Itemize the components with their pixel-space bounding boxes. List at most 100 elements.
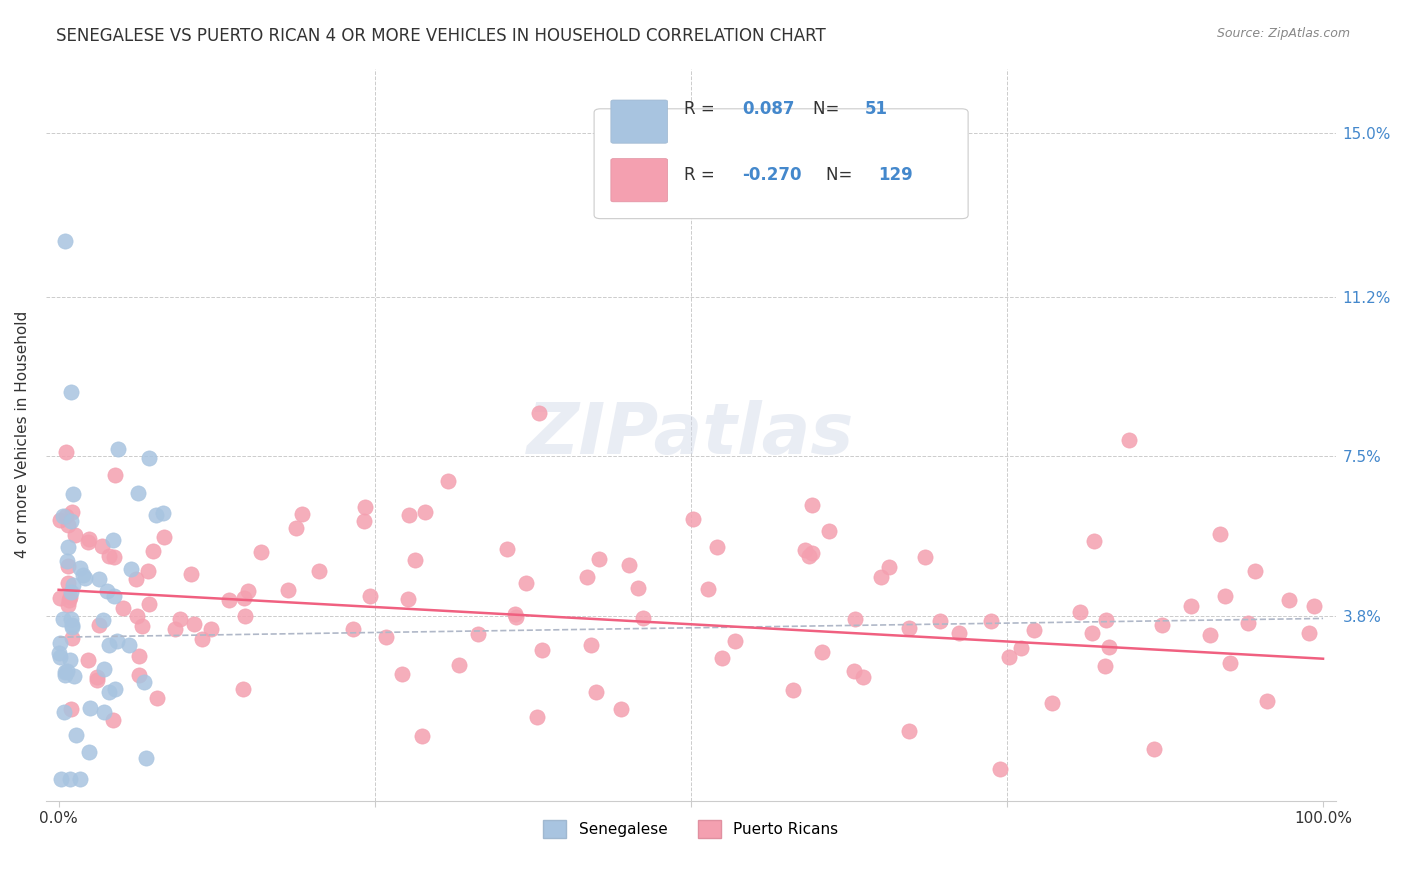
- Point: [1256, 694, 1278, 708]
- Point: [526, 710, 548, 724]
- Point: [87, 618, 110, 632]
- Point: [285, 521, 308, 535]
- Point: [97, 549, 120, 563]
- Point: [1278, 593, 1301, 607]
- Text: -0.270: -0.270: [742, 166, 801, 184]
- Point: [60, 384, 83, 399]
- Point: [359, 590, 381, 604]
- Point: [842, 664, 865, 678]
- Point: [103, 589, 125, 603]
- Text: 129: 129: [877, 166, 912, 184]
- Legend: Senegalese, Puerto Ricans: Senegalese, Puerto Ricans: [537, 814, 844, 845]
- Point: [62, 669, 84, 683]
- Point: [980, 614, 1002, 628]
- Point: [218, 593, 240, 607]
- Point: [898, 621, 921, 635]
- Point: [627, 582, 650, 596]
- Point: [125, 572, 148, 586]
- Point: [90, 539, 112, 553]
- Point: [948, 626, 970, 640]
- Point: [1094, 613, 1116, 627]
- Point: [1143, 741, 1166, 756]
- Point: [49, 513, 72, 527]
- Point: [398, 508, 420, 523]
- Point: [353, 514, 375, 528]
- Point: [97, 638, 120, 652]
- Text: N=: N=: [827, 166, 858, 184]
- Point: [1069, 605, 1091, 619]
- Point: [1180, 599, 1202, 613]
- Point: [1302, 599, 1324, 613]
- Point: [724, 633, 747, 648]
- Point: [1098, 640, 1121, 654]
- Text: R =: R =: [685, 166, 720, 184]
- Point: [52, 509, 75, 524]
- Point: [1094, 659, 1116, 673]
- Point: [250, 545, 273, 559]
- Point: [1244, 564, 1267, 578]
- Point: [58, 772, 80, 787]
- Point: [1209, 526, 1232, 541]
- Point: [1118, 433, 1140, 447]
- Point: [98, 685, 121, 699]
- Point: [49, 591, 72, 606]
- Point: [449, 657, 471, 672]
- Point: [277, 582, 299, 597]
- Point: [60, 618, 83, 632]
- FancyBboxPatch shape: [595, 109, 969, 219]
- Point: [69, 772, 91, 787]
- Point: [128, 668, 150, 682]
- Point: [56, 576, 79, 591]
- Point: [60, 612, 83, 626]
- Point: [1040, 696, 1063, 710]
- Point: [869, 569, 891, 583]
- Point: [794, 543, 817, 558]
- Point: [120, 562, 142, 576]
- Text: N=: N=: [813, 100, 845, 118]
- Point: [515, 575, 537, 590]
- Point: [696, 582, 718, 597]
- Point: [49, 649, 72, 664]
- Text: ZIPatlas: ZIPatlas: [527, 401, 855, 469]
- Point: [73, 571, 96, 585]
- Point: [1237, 615, 1260, 630]
- Point: [104, 682, 127, 697]
- Point: [236, 584, 259, 599]
- FancyBboxPatch shape: [610, 100, 668, 144]
- Point: [59, 585, 82, 599]
- Point: [191, 632, 214, 647]
- Point: [1213, 589, 1236, 603]
- Point: [1150, 617, 1173, 632]
- Point: [1083, 533, 1105, 548]
- Point: [91, 613, 114, 627]
- Point: [183, 616, 205, 631]
- Point: [818, 524, 841, 539]
- Point: [844, 612, 866, 626]
- Point: [142, 543, 165, 558]
- Point: [58, 593, 80, 607]
- Point: [60, 620, 83, 634]
- Point: [125, 608, 148, 623]
- Point: [51, 772, 73, 787]
- Point: [101, 533, 124, 547]
- Point: [585, 685, 607, 699]
- Point: [404, 553, 426, 567]
- Point: [233, 591, 256, 605]
- Text: Source: ZipAtlas.com: Source: ZipAtlas.com: [1216, 27, 1350, 40]
- Point: [56, 554, 79, 568]
- Point: [86, 670, 108, 684]
- Point: [342, 622, 364, 636]
- Point: [86, 673, 108, 687]
- Point: [56, 598, 79, 612]
- Point: [436, 474, 458, 488]
- Point: [60, 505, 83, 519]
- FancyBboxPatch shape: [610, 159, 668, 202]
- Point: [101, 713, 124, 727]
- Point: [877, 560, 900, 574]
- Point: [169, 612, 191, 626]
- Point: [89, 572, 111, 586]
- Point: [138, 451, 160, 466]
- Point: [531, 643, 554, 657]
- Point: [131, 618, 153, 632]
- Point: [111, 601, 134, 615]
